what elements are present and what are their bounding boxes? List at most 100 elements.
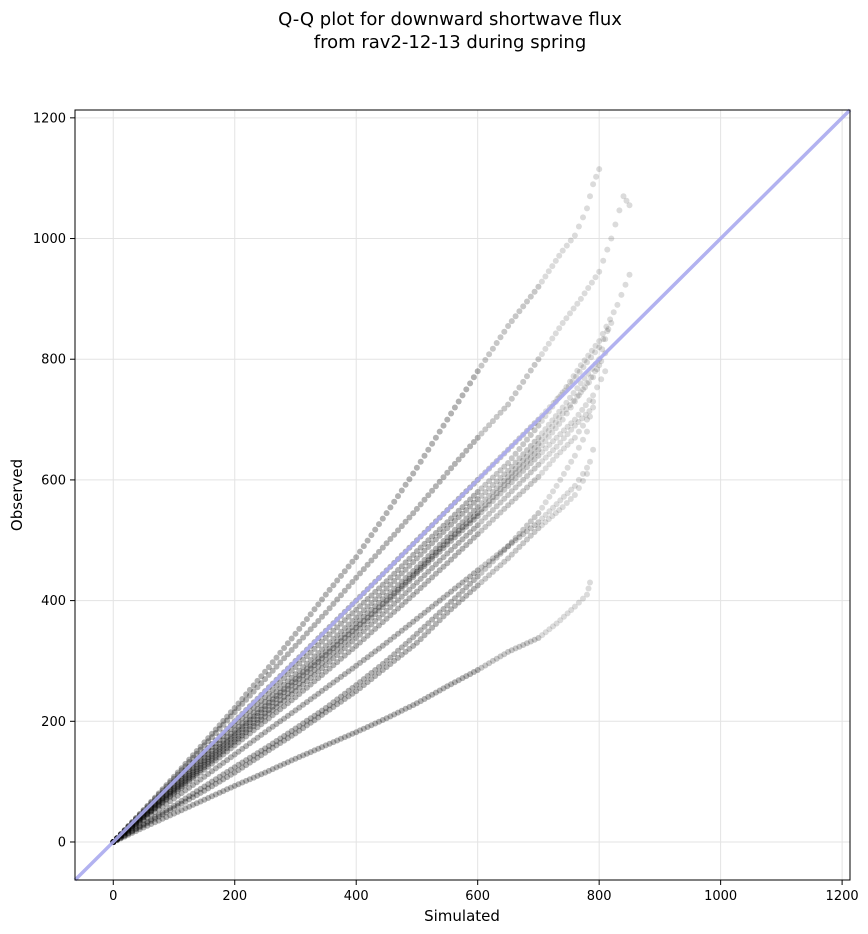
data-point	[357, 631, 363, 638]
data-point	[311, 747, 318, 754]
data-point	[478, 362, 485, 369]
data-point	[470, 577, 477, 584]
data-point	[463, 584, 470, 591]
data-point	[486, 485, 493, 492]
data-point	[398, 602, 405, 609]
data-point	[478, 500, 485, 507]
data-point	[516, 471, 523, 478]
data-point	[497, 486, 504, 493]
data-point	[227, 784, 234, 791]
data-point	[334, 737, 341, 744]
data-point	[349, 610, 356, 617]
data-point	[201, 761, 208, 768]
data-point	[391, 498, 398, 505]
data-point	[538, 522, 545, 529]
data-point	[345, 732, 352, 739]
data-point	[508, 455, 515, 462]
data-point	[571, 434, 578, 441]
data-point	[567, 404, 574, 411]
data-point	[216, 749, 223, 756]
data-point	[387, 713, 394, 720]
data-point	[155, 800, 162, 807]
data-point	[338, 655, 344, 662]
data-point	[520, 457, 527, 464]
data-point	[474, 368, 481, 375]
data-point	[497, 475, 504, 481]
data-point	[489, 516, 496, 523]
data-point	[341, 645, 348, 652]
data-point	[567, 378, 573, 385]
data-point	[432, 570, 439, 577]
data-point	[542, 499, 549, 506]
data-point	[129, 827, 136, 834]
data-point	[239, 720, 246, 727]
data-point	[448, 598, 455, 605]
data-point	[296, 691, 303, 697]
data-point	[368, 651, 375, 658]
data-point	[322, 742, 329, 749]
data-point	[224, 742, 231, 749]
data-point	[262, 710, 269, 717]
data-point	[125, 831, 132, 838]
data-point	[493, 413, 500, 420]
data-point	[545, 421, 552, 428]
data-point	[258, 706, 265, 713]
data-point	[159, 799, 166, 806]
data-point	[250, 757, 257, 764]
data-point	[463, 507, 470, 514]
data-point	[467, 529, 474, 536]
data-point	[535, 440, 542, 447]
data-point	[486, 562, 493, 569]
data-point	[531, 636, 538, 643]
data-point	[311, 662, 318, 669]
data-point	[159, 803, 166, 810]
data-point	[567, 237, 574, 244]
data-point	[220, 745, 227, 752]
data-point	[235, 700, 242, 707]
data-point	[440, 606, 447, 612]
data-point	[254, 701, 261, 708]
data-point	[155, 817, 162, 824]
data-point	[524, 436, 530, 443]
data-point	[455, 527, 462, 534]
data-point	[413, 548, 420, 555]
data-point	[220, 721, 227, 728]
data-point	[497, 490, 504, 497]
data-point	[402, 575, 409, 581]
data-point	[277, 649, 284, 656]
data-point	[398, 627, 405, 634]
data-point	[527, 525, 534, 532]
data-point	[334, 638, 341, 645]
x-axis-ticks: 0 200 400 600 800 1000 1200	[109, 880, 859, 904]
data-point	[307, 749, 314, 756]
data-point	[376, 614, 382, 621]
data-point	[159, 798, 166, 805]
data-point	[579, 406, 586, 413]
data-point	[273, 721, 280, 727]
data-point	[398, 570, 405, 577]
series-11	[110, 464, 590, 845]
data-point	[557, 476, 564, 483]
data-point	[235, 767, 242, 774]
data-point	[545, 433, 552, 440]
data-point	[148, 817, 155, 824]
data-point	[564, 423, 571, 430]
data-point	[258, 709, 265, 716]
data-point	[406, 645, 413, 652]
data-point	[596, 166, 603, 173]
data-point	[357, 659, 363, 666]
data-point	[288, 728, 295, 734]
data-point	[512, 535, 519, 541]
data-point	[205, 735, 212, 742]
data-point	[235, 739, 242, 746]
data-point	[212, 744, 219, 751]
data-point	[542, 445, 549, 452]
data-point	[307, 670, 314, 677]
data-point	[292, 730, 299, 737]
data-point	[463, 386, 470, 393]
data-point	[307, 657, 314, 663]
data-point	[152, 809, 158, 816]
data-point	[470, 669, 477, 675]
data-point	[535, 525, 542, 532]
data-point	[265, 747, 272, 754]
